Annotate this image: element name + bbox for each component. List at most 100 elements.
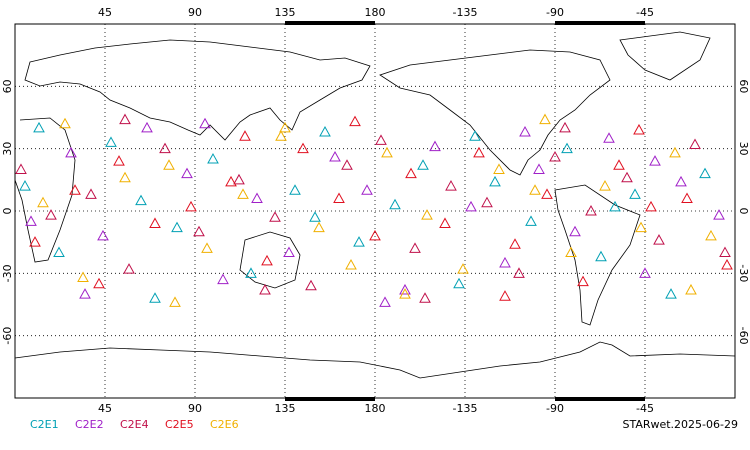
legend-item: C2E2 [75, 418, 104, 431]
data-point [15, 163, 27, 174]
footer-label: STARwet.2025-06-29 [622, 418, 738, 431]
data-point [399, 283, 411, 295]
data-point [453, 277, 465, 289]
coastline-north-america [379, 49, 611, 176]
data-point [613, 159, 625, 170]
data-point [473, 146, 485, 158]
data-point [603, 132, 615, 143]
x-tick-label-bottom: 45 [98, 402, 112, 415]
y-tick-label-right: 60 [737, 79, 750, 93]
x-tick-label-bottom: 90 [188, 402, 202, 415]
data-point [275, 130, 287, 141]
data-point [289, 184, 301, 195]
data-point [19, 180, 31, 191]
data-point [417, 159, 429, 170]
data-point [207, 153, 219, 164]
x-tick-label-top: 180 [365, 6, 386, 19]
data-point [171, 221, 183, 233]
data-point [135, 194, 147, 206]
data-point [119, 171, 131, 183]
data-point [77, 271, 89, 282]
data-point [649, 155, 661, 166]
data-point [541, 188, 553, 199]
data-point [559, 121, 571, 133]
data-point [313, 221, 325, 233]
data-point [279, 121, 291, 133]
data-point [319, 126, 331, 137]
data-point [53, 246, 65, 258]
y-tick-label-right: 30 [737, 142, 750, 156]
data-point [533, 163, 545, 174]
data-point [245, 267, 257, 278]
data-point [239, 130, 251, 141]
data-point [329, 150, 341, 162]
data-point [297, 142, 309, 154]
data-point [705, 229, 717, 241]
data-point [119, 113, 131, 125]
data-point [369, 229, 381, 241]
data-point [421, 209, 433, 220]
data-point [309, 211, 321, 222]
data-point [635, 221, 647, 233]
data-point [149, 217, 161, 228]
y-tick-label-left: 30 [1, 142, 14, 156]
data-point [159, 142, 171, 154]
data-point [259, 283, 271, 295]
data-point [217, 273, 229, 285]
data-point [399, 288, 411, 299]
plot-area [15, 24, 735, 398]
x-tick-label-bottom: -45 [636, 402, 654, 415]
x-tick-label-bottom: 135 [275, 402, 296, 415]
coastline-antarctica [14, 341, 736, 379]
data-point [519, 126, 531, 137]
data-point [201, 242, 213, 253]
data-point [305, 279, 317, 291]
data-point [653, 234, 665, 245]
data-point [465, 200, 477, 212]
data-point [539, 113, 551, 125]
data-point [489, 175, 501, 187]
data-point [29, 236, 41, 247]
data-point [45, 209, 57, 220]
x-tick-label-top: -90 [546, 6, 564, 19]
data-point [713, 209, 725, 220]
legend: C2E1 C2E2 C2E4 C2E5 C2E6 [30, 418, 239, 431]
legend-item: C2E4 [120, 418, 149, 431]
y-tick-label-right: -30 [737, 264, 750, 282]
data-point [33, 121, 45, 133]
data-point [269, 211, 281, 222]
data-point [405, 167, 417, 179]
y-tick-label-left: -30 [1, 264, 14, 282]
data-point [237, 188, 249, 199]
data-point [169, 296, 181, 307]
data-point [699, 167, 711, 179]
data-point [409, 242, 421, 253]
data-point [233, 173, 245, 185]
data-point [69, 184, 81, 195]
data-point [85, 188, 97, 199]
y-tick-label-left: 60 [1, 79, 14, 93]
data-point [719, 246, 731, 258]
data-point [445, 180, 457, 191]
data-point [419, 292, 431, 303]
coastline-africa [14, 117, 76, 263]
data-point [113, 155, 125, 166]
y-tick-label-right: -60 [737, 327, 750, 345]
data-point [123, 263, 135, 274]
y-tick-label-left: -60 [1, 327, 14, 345]
data-point [389, 198, 401, 210]
data-point [629, 188, 641, 199]
data-point [469, 130, 481, 141]
data-point [499, 290, 511, 301]
data-point [375, 134, 387, 145]
data-point [529, 184, 541, 195]
data-point [261, 254, 273, 266]
data-point [79, 288, 91, 299]
data-point [439, 217, 451, 228]
y-tick-label-left: 0 [1, 208, 14, 215]
data-point [349, 115, 361, 127]
data-point [25, 215, 37, 226]
data-point [65, 146, 77, 158]
data-point [97, 229, 109, 241]
